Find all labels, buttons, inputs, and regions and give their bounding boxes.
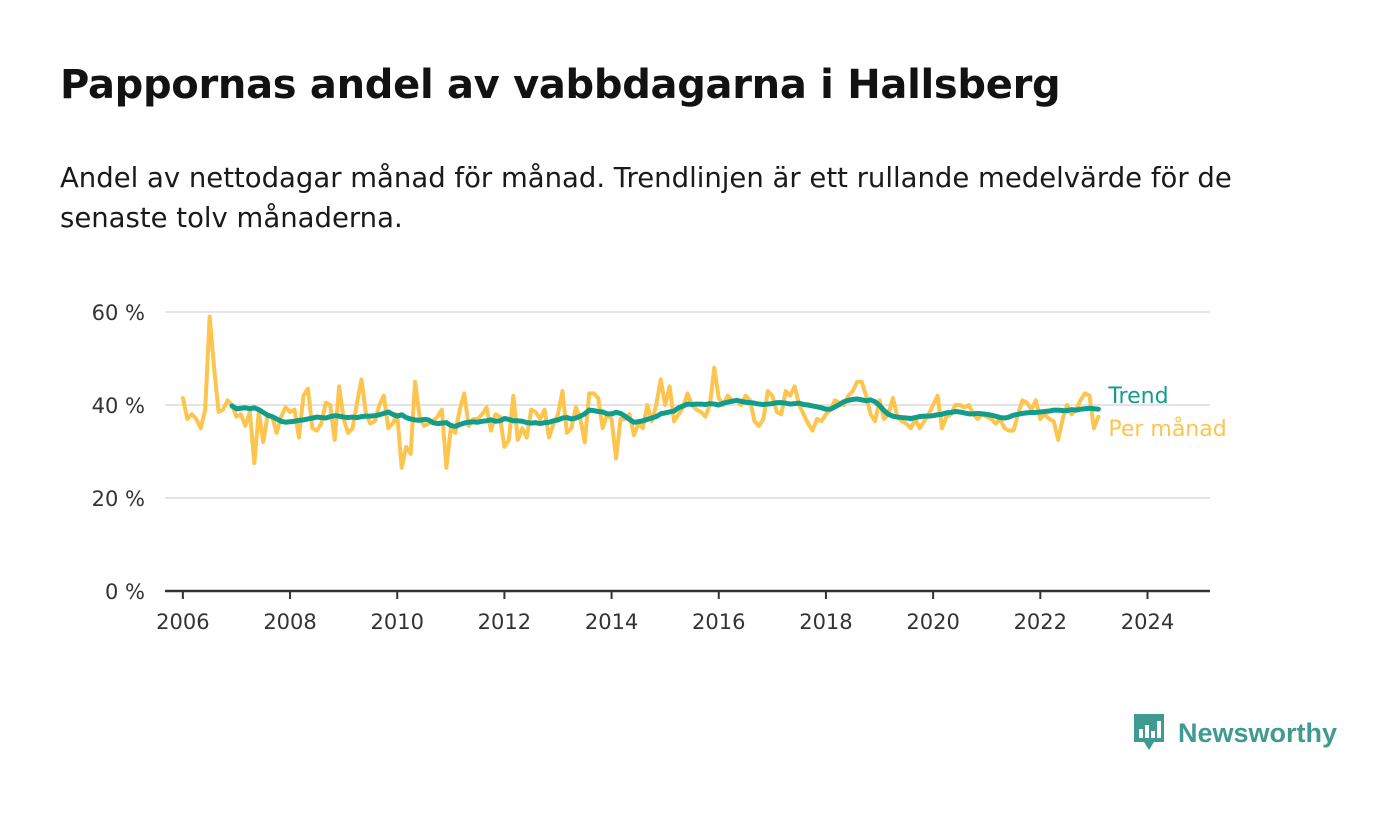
x-tick-label: 2012 (478, 610, 531, 634)
x-axis: 2006 2008 2010 2012 2014 2016 2018 2020 2022 2024 (156, 589, 1210, 634)
y-tick-label: 60 % (92, 301, 145, 325)
x-tick-label: 2006 (156, 610, 209, 634)
y-axis-labels: 0 % 20 % 40 % 60 % (92, 301, 145, 604)
y-tick-label: 0 % (105, 580, 145, 604)
y-tick-label: 40 % (92, 394, 145, 418)
x-tick-label: 2020 (906, 610, 959, 634)
chart-title: Pappornas andel av vabbdagarna i Hallsbe… (60, 62, 1061, 108)
newsworthy-logo: Newsworthy (1132, 712, 1337, 754)
x-tick-label: 2018 (799, 610, 852, 634)
newsworthy-logo-icon (1134, 714, 1164, 750)
legend-label-trend: Trend (1107, 384, 1168, 409)
chart-subtitle: Andel av nettodagar månad för månad. Tre… (60, 162, 1232, 234)
legend: Trend Per månad (1107, 384, 1226, 442)
series-line-per-månad (180, 314, 1101, 470)
series-line-trend (229, 396, 1101, 429)
x-tick-label: 2008 (263, 610, 316, 634)
x-tick-label: 2016 (692, 610, 745, 634)
legend-label-per-manad: Per månad (1108, 416, 1226, 442)
x-tick-label: 2024 (1121, 610, 1174, 634)
y-tick-label: 20 % (92, 487, 145, 511)
x-tick-label: 2010 (370, 610, 423, 634)
series-lines (180, 314, 1101, 470)
x-tick-label: 2014 (585, 610, 638, 634)
x-tick-label: 2022 (1014, 610, 1067, 634)
brand-name: Newsworthy (1178, 717, 1338, 748)
